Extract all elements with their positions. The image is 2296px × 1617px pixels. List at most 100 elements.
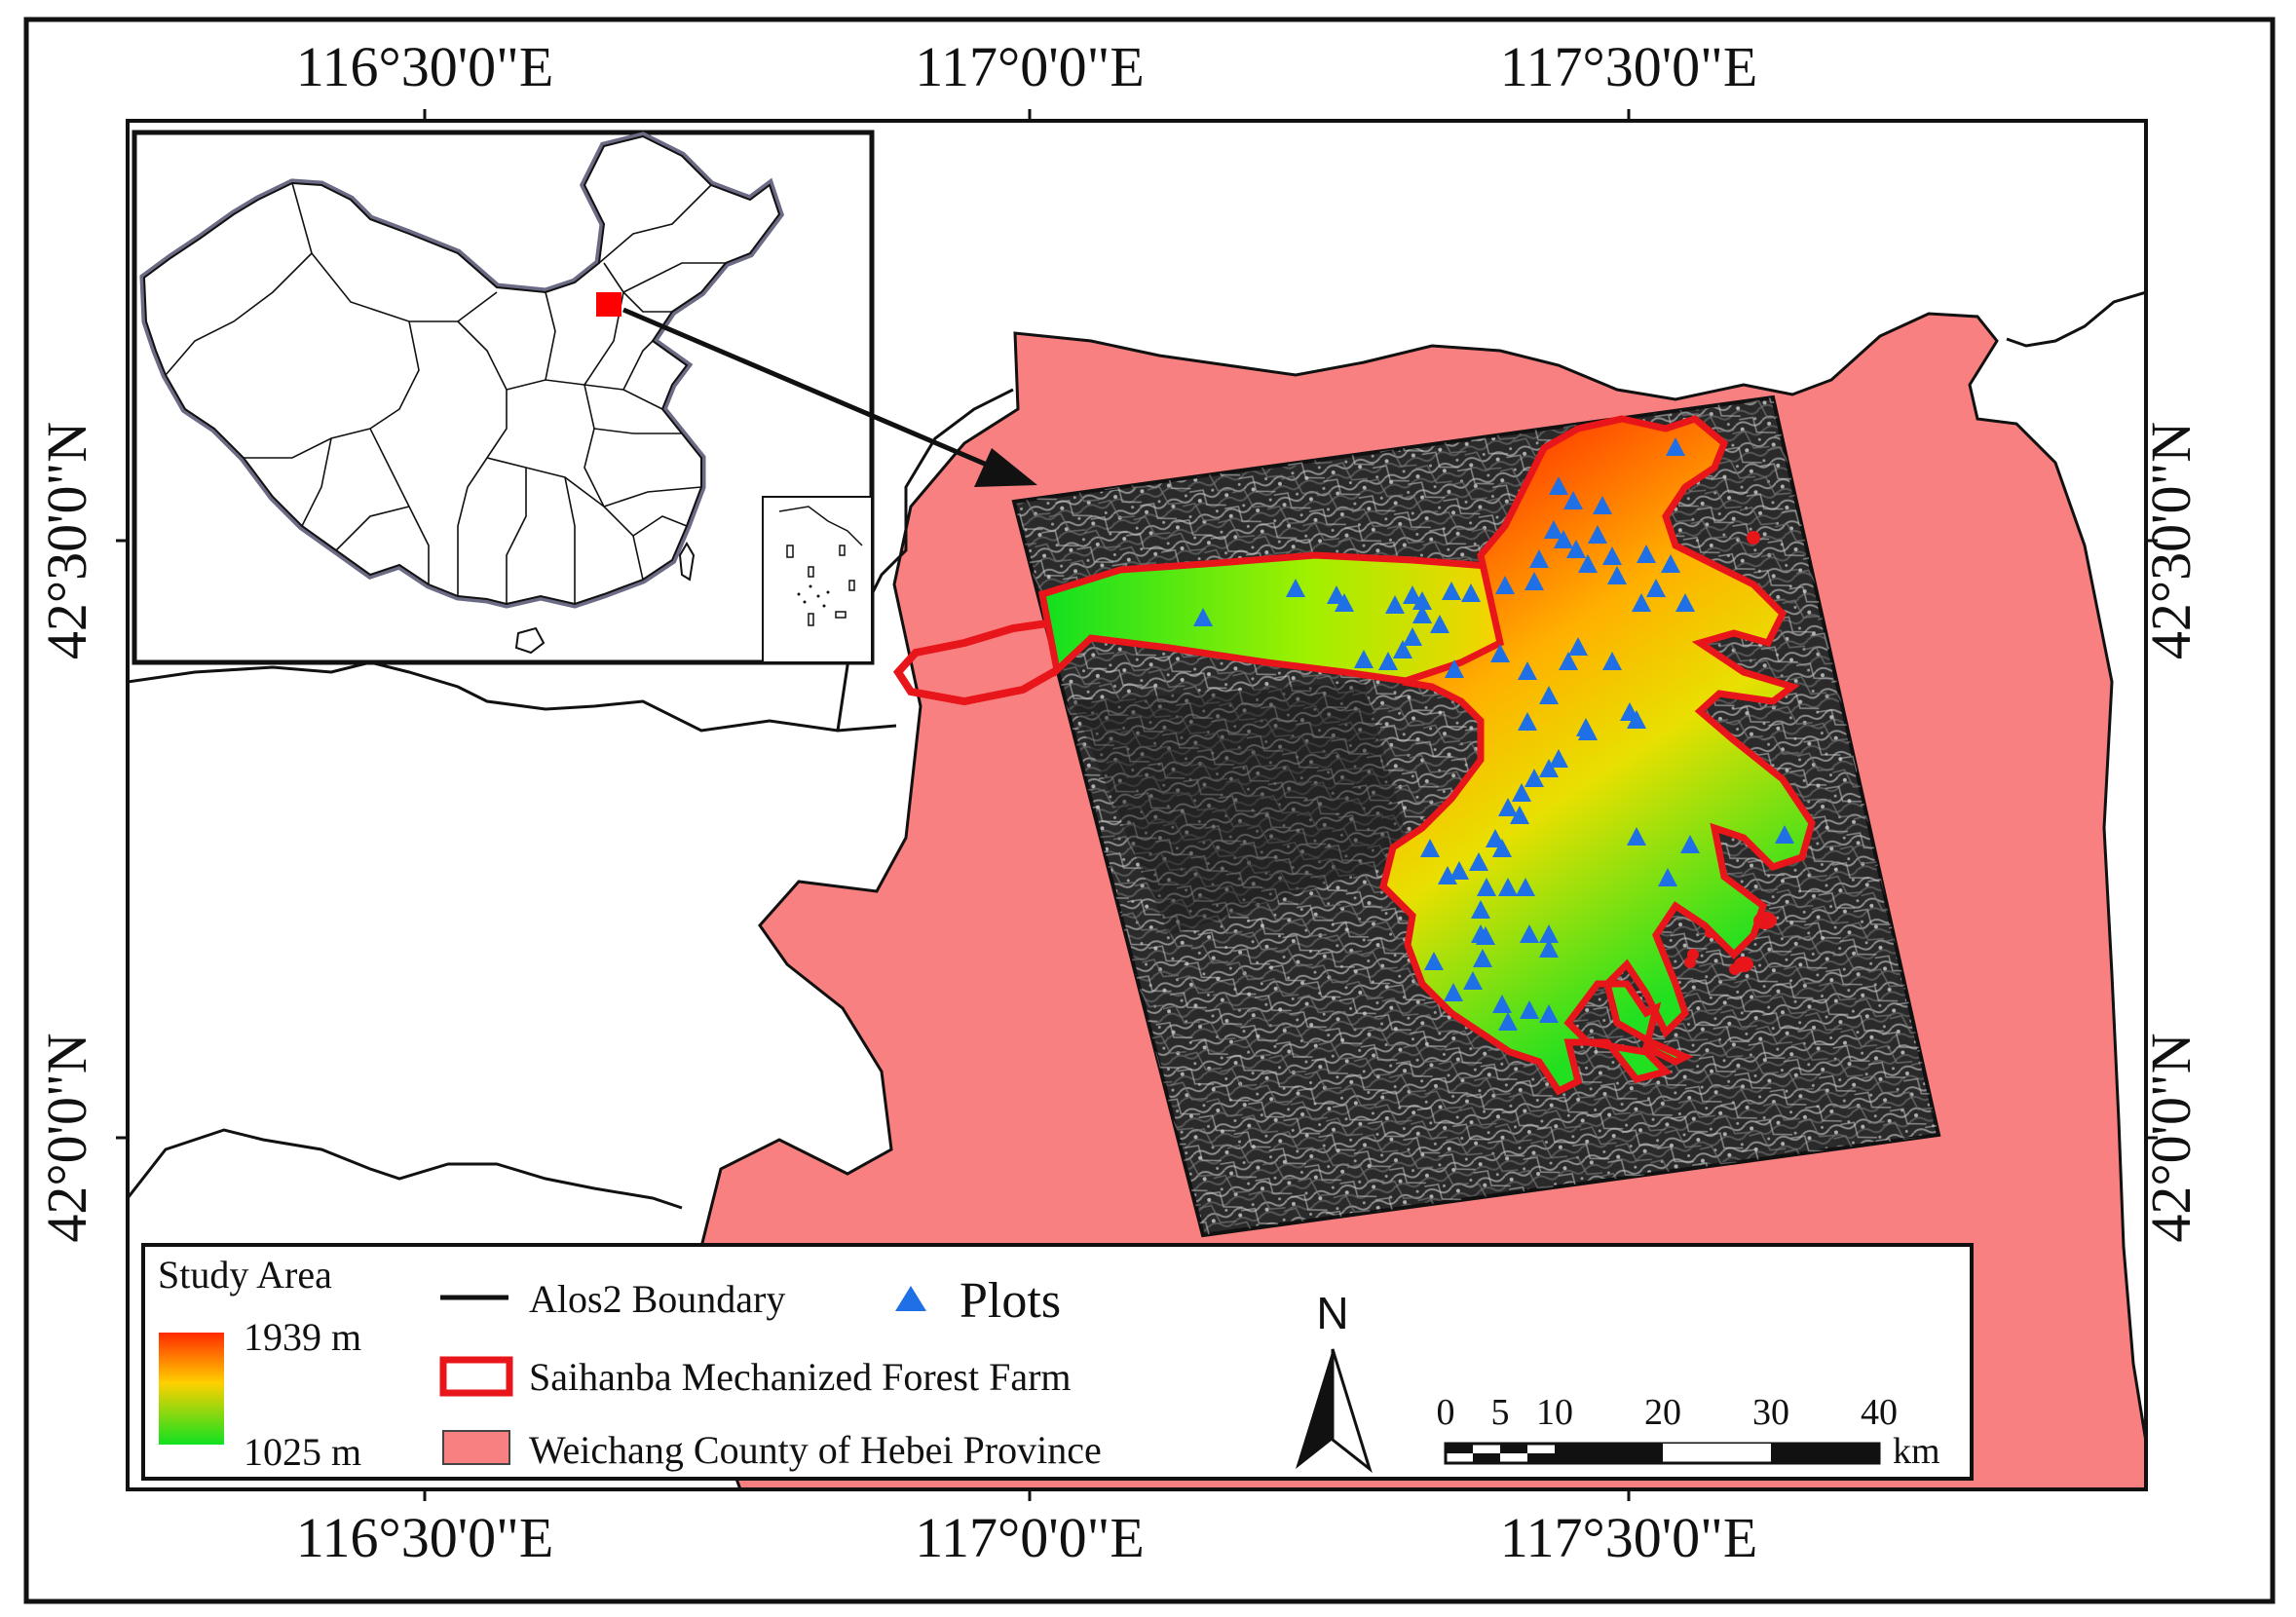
plot-legend-icon	[895, 1286, 926, 1311]
scale-label: 30	[1752, 1392, 1789, 1433]
plot-marker	[1412, 591, 1432, 610]
plot-marker	[1680, 835, 1700, 853]
plot-marker	[1193, 608, 1213, 626]
plot-marker	[1559, 652, 1578, 670]
north-label: N	[1316, 1288, 1348, 1338]
plot-marker	[1539, 686, 1559, 704]
plot-marker	[1469, 852, 1488, 871]
farm-legend-swatch	[439, 1356, 513, 1397]
plot-marker	[1646, 579, 1666, 597]
plot-marker	[1449, 861, 1469, 880]
axis-ticks	[116, 109, 2158, 1501]
plot-marker	[1498, 1012, 1518, 1031]
plot-marker	[1490, 644, 1510, 662]
map-frame	[126, 119, 2148, 1491]
plot-marker	[1554, 530, 1573, 548]
plot-marker	[1518, 661, 1537, 680]
plot-marker	[1461, 583, 1481, 602]
plot-marker	[1471, 900, 1490, 919]
plot-marker	[1549, 476, 1568, 495]
lat-label-left: 42°30'0"N	[35, 422, 98, 659]
plot-marker	[1578, 554, 1598, 573]
elevation-low-label: 1025 m	[244, 1430, 361, 1474]
plot-marker	[1403, 627, 1422, 646]
elevation-high-label: 1939 m	[244, 1315, 361, 1359]
inset-south-china-sea	[762, 496, 873, 663]
taiwan-island	[678, 542, 696, 582]
plot-marker	[1444, 983, 1463, 1001]
plot-marker	[1286, 579, 1305, 597]
plot-marker	[1495, 576, 1515, 594]
scale-label: 40	[1861, 1392, 1898, 1433]
plot-marker	[1420, 839, 1440, 857]
plot-marker	[1393, 640, 1412, 658]
pointer-arrow	[622, 307, 1037, 487]
plot-marker	[1627, 827, 1646, 846]
farm-west-tail	[892, 620, 1059, 706]
plot-marker	[1378, 652, 1398, 670]
plot-marker	[1661, 554, 1680, 573]
north-arrow-icon: N	[1296, 1288, 1373, 1474]
plot-marker	[1498, 798, 1518, 816]
plot-marker	[1471, 924, 1490, 943]
plot-marker	[1539, 939, 1559, 958]
province-lines	[165, 182, 726, 604]
plot-marker	[1403, 585, 1422, 604]
plot-marker	[1588, 525, 1607, 544]
plot-marker	[1445, 659, 1464, 678]
farm-legend-label: Saihanba Mechanized Forest Farm	[529, 1355, 1072, 1399]
plot-marker	[1385, 595, 1405, 614]
lat-label-left: 42°0'0"N	[35, 1033, 98, 1242]
farm-patch	[1753, 912, 1777, 929]
inset-china-map	[132, 130, 875, 665]
plot-marker	[1424, 952, 1444, 970]
alos2-legend-label: Alos2 Boundary	[529, 1277, 785, 1321]
lat-label-right: 42°0'0"N	[2139, 1033, 2202, 1242]
plot-marker	[1492, 839, 1512, 857]
farm-main	[1379, 415, 1816, 1096]
plot-marker	[1473, 949, 1492, 967]
lon-label-bottom: 117°0'0"E	[915, 1506, 1145, 1569]
farm-patch	[1705, 928, 1714, 938]
plot-marker	[1775, 825, 1794, 844]
scale-bar: 0 5 10 20 30 40 km	[1437, 1392, 1940, 1472]
plot-marker	[1666, 437, 1685, 456]
plot-marker	[1566, 540, 1586, 558]
legend: Study Area 1939 m 1025 m Alos2 Boundary …	[141, 1243, 1974, 1481]
scale-label: 20	[1644, 1392, 1681, 1433]
boundary-line	[128, 660, 897, 733]
boundary-line	[128, 1128, 683, 1210]
plot-legend-label: Plots	[960, 1273, 1061, 1329]
plot-marker	[1498, 878, 1518, 896]
plot-marker	[1524, 769, 1544, 787]
lon-label-top: 117°30'0"E	[1500, 35, 1758, 98]
boundary-line	[2006, 290, 2146, 348]
study-area-marker	[596, 292, 621, 317]
plot-marker	[1539, 1004, 1559, 1023]
lon-label-top: 116°30'0"E	[296, 35, 554, 98]
plot-marker	[1658, 868, 1677, 886]
plot-marker	[1675, 593, 1695, 612]
plot-marker	[1539, 924, 1559, 943]
scale-label: 10	[1536, 1392, 1573, 1433]
plot-marker	[1510, 806, 1529, 824]
scale-unit: km	[1893, 1431, 1940, 1472]
plot-marker	[1637, 545, 1656, 563]
plot-marker	[1539, 759, 1559, 777]
plot-marker	[1578, 722, 1598, 740]
lat-label-right: 42°30'0"N	[2139, 422, 2202, 659]
plot-marker	[1529, 549, 1549, 568]
lon-label-top: 117°0'0"E	[915, 35, 1145, 98]
hainan-island	[514, 626, 546, 655]
plot-marker	[1516, 878, 1535, 896]
scale-label: 0	[1437, 1392, 1455, 1433]
county-legend-label: Weichang County of Hebei Province	[529, 1428, 1102, 1472]
plot-marker	[1568, 637, 1588, 656]
lon-label-bottom: 116°30'0"E	[296, 1506, 554, 1569]
plot-marker	[1563, 491, 1583, 509]
farm-patch	[1684, 957, 1696, 968]
plot-marker	[1327, 585, 1346, 604]
plot-marker	[1512, 783, 1531, 802]
plot-marker	[1549, 749, 1568, 768]
